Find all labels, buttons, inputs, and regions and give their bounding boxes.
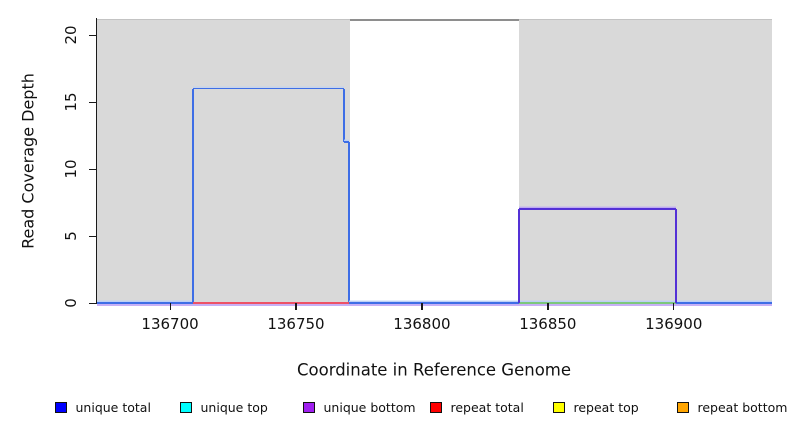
coverage-line-unique-bottom <box>518 209 520 303</box>
y-tick <box>89 101 97 103</box>
legend-swatch-unique-top-icon <box>180 401 192 414</box>
y-tick <box>89 34 97 36</box>
y-tick <box>89 235 97 237</box>
legend-label: repeat top <box>573 400 639 415</box>
legend-item: unique bottom <box>303 400 416 415</box>
y-tick-label: 15 <box>62 92 80 112</box>
y-tick-label: 10 <box>62 159 80 179</box>
y-axis-line <box>96 18 98 304</box>
x-tick-label: 136700 <box>141 315 199 333</box>
legend-item: repeat top <box>553 400 639 415</box>
plot-top-border <box>97 19 772 21</box>
legend-swatch-repeat-top-icon <box>553 401 565 414</box>
x-tick-label: 136800 <box>393 315 451 333</box>
x-tick <box>169 303 171 310</box>
repeat-region-shade <box>97 19 351 303</box>
legend-swatch-unique-bottom-icon <box>303 401 315 414</box>
y-tick-label: 5 <box>62 231 80 241</box>
legend-label: unique bottom <box>323 400 416 415</box>
x-tick <box>673 303 675 310</box>
repeat-region-shade <box>518 19 772 303</box>
coverage-line-strand-top-overlap <box>518 302 677 304</box>
legend-item: repeat bottom <box>677 400 787 415</box>
x-tick <box>295 303 297 310</box>
y-tick <box>89 302 97 304</box>
x-axis-title: Coordinate in Reference Genome <box>296 360 572 380</box>
legend-swatch-repeat-bottom-icon <box>677 401 689 414</box>
coverage-line-unique-total <box>343 88 345 143</box>
coverage-line-unique-total <box>343 141 349 144</box>
legend-label: repeat total <box>450 400 524 415</box>
legend: unique total unique top unique bottom repea… <box>0 398 792 422</box>
plot-area <box>97 19 772 306</box>
y-tick <box>89 168 97 170</box>
coverage-line-unique-total <box>191 88 194 303</box>
legend-item: unique total <box>55 400 151 415</box>
x-tick-label: 136750 <box>267 315 325 333</box>
coverage-line-unique-total <box>97 302 193 304</box>
legend-swatch-repeat-total-icon <box>430 401 442 414</box>
legend-label: unique total <box>75 400 151 415</box>
coverage-line-unique-total <box>348 142 350 303</box>
coverage-line-unique-bottom <box>675 209 678 303</box>
legend-item: repeat total <box>430 400 524 415</box>
y-tick-label: 20 <box>62 25 80 45</box>
y-axis-title: Read Coverage Depth <box>18 73 38 249</box>
x-tick <box>547 303 549 310</box>
legend-label: repeat bottom <box>697 400 788 415</box>
x-tick-label: 136850 <box>519 315 577 333</box>
legend-label: unique top <box>200 400 268 415</box>
coverage-line-unique-total <box>192 87 344 90</box>
legend-swatch-unique-total-icon <box>55 401 67 414</box>
x-tick-label: 136900 <box>645 315 703 333</box>
coverage-line-repeat-total <box>192 302 349 304</box>
coverage-line-baseline-lavender <box>97 304 772 306</box>
coverage-line-unique-bottom <box>518 208 677 211</box>
y-tick-label: 0 <box>62 298 80 308</box>
x-tick <box>421 303 423 310</box>
legend-item: unique top <box>180 400 268 415</box>
